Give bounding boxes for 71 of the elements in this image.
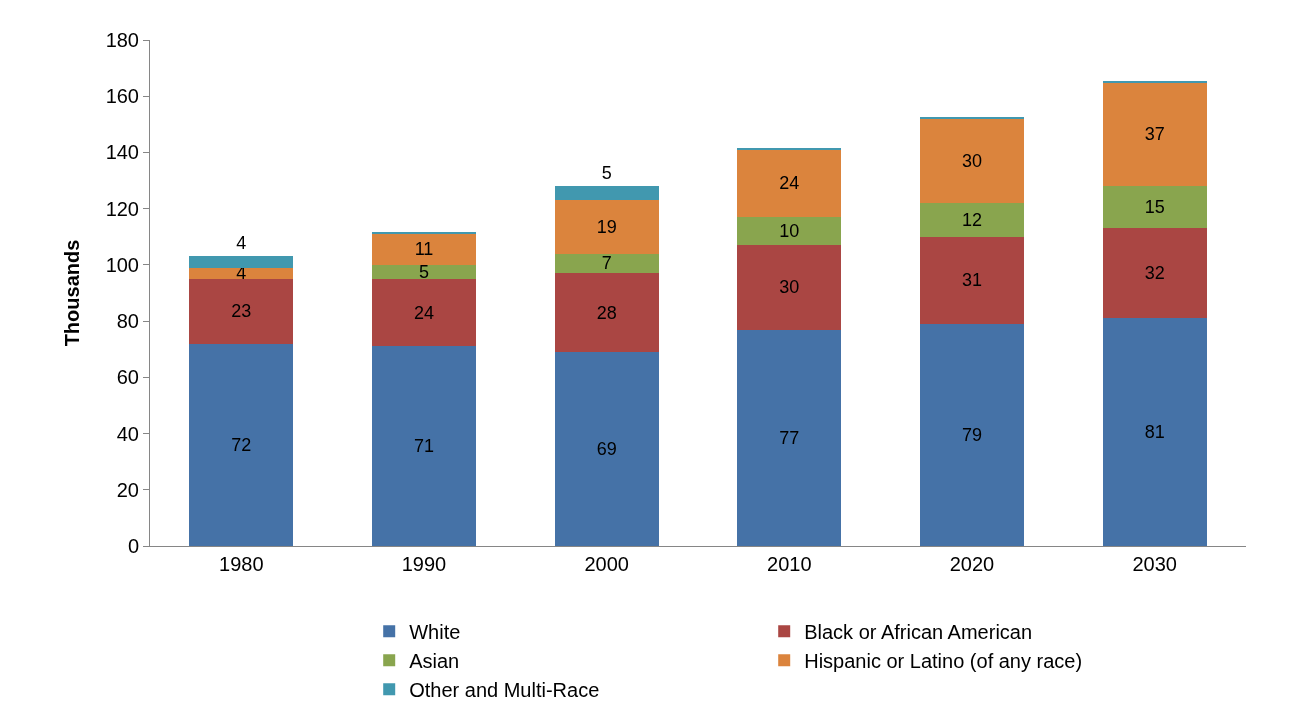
bar bbox=[554, 352, 659, 546]
y-tick-label: 140 bbox=[105, 141, 139, 164]
y-axis-title: Thousands bbox=[61, 239, 84, 347]
x-tick-label: 2000 bbox=[584, 553, 629, 575]
data-label: 12 bbox=[961, 209, 983, 230]
y-tick-label: 160 bbox=[105, 85, 139, 108]
bar bbox=[1102, 186, 1207, 229]
y-tick-label: 40 bbox=[116, 422, 139, 445]
data-label: 28 bbox=[596, 302, 617, 323]
y-tick-label: 0 bbox=[127, 535, 139, 557]
x-tick-label: 2010 bbox=[767, 553, 812, 575]
data-label: 15 bbox=[1144, 197, 1165, 218]
data-label: 32 bbox=[1144, 263, 1165, 284]
bar bbox=[371, 264, 477, 279]
bar bbox=[189, 343, 294, 546]
bar bbox=[554, 186, 659, 201]
x-tick-label: 2020 bbox=[949, 553, 995, 575]
data-label: 4 bbox=[236, 233, 247, 254]
data-label: 37 bbox=[1144, 124, 1165, 145]
data-label: 72 bbox=[231, 434, 252, 455]
data-label: 5 bbox=[418, 261, 430, 282]
data-label: 7 bbox=[601, 253, 612, 274]
data-label: 69 bbox=[596, 439, 617, 460]
x-tick-label: 1980 bbox=[219, 553, 264, 575]
bar bbox=[189, 256, 294, 268]
data-label: 24 bbox=[779, 173, 800, 194]
data-label: 30 bbox=[961, 150, 983, 171]
legend-label: Black or African American bbox=[804, 621, 1033, 644]
y-tick-label: 180 bbox=[105, 29, 139, 51]
legend-label: Asian bbox=[409, 650, 460, 673]
bar bbox=[1102, 318, 1207, 546]
bar bbox=[189, 267, 294, 279]
bar bbox=[189, 278, 294, 344]
y-tick-label: 80 bbox=[116, 310, 139, 333]
data-label: 23 bbox=[231, 301, 252, 322]
bar bbox=[737, 329, 842, 546]
data-label: 10 bbox=[779, 221, 800, 242]
bar bbox=[737, 217, 842, 246]
data-label: 30 bbox=[779, 277, 800, 298]
bar bbox=[919, 236, 1025, 324]
data-label: 5 bbox=[601, 163, 612, 184]
data-label: 24 bbox=[413, 302, 435, 323]
bar bbox=[554, 200, 659, 254]
bar bbox=[919, 203, 1025, 237]
y-tick-label: 60 bbox=[116, 366, 139, 389]
y-tick-label: 120 bbox=[105, 197, 139, 220]
data-label: 11 bbox=[414, 239, 434, 260]
bar bbox=[371, 346, 477, 546]
data-label: 77 bbox=[779, 427, 800, 448]
bar bbox=[371, 278, 477, 347]
bar bbox=[737, 245, 842, 330]
bar bbox=[554, 273, 659, 353]
legend-label: Hispanic or Latino (of any race) bbox=[804, 650, 1083, 673]
bar bbox=[919, 323, 1025, 546]
bar bbox=[1102, 228, 1207, 319]
data-label: 79 bbox=[961, 424, 983, 445]
legend-label: Other and Multi-Race bbox=[409, 679, 600, 702]
data-label: 19 bbox=[596, 216, 617, 237]
y-tick-label: 100 bbox=[105, 253, 139, 276]
bar bbox=[737, 149, 842, 218]
bar bbox=[371, 233, 477, 265]
bar bbox=[1102, 82, 1207, 187]
data-label: 31 bbox=[961, 270, 983, 291]
data-label: 81 bbox=[1144, 422, 1165, 443]
y-tick-label: 20 bbox=[116, 478, 139, 501]
legend-label: White bbox=[409, 621, 461, 644]
x-tick-label: 1990 bbox=[401, 553, 447, 575]
data-label: 71 bbox=[413, 436, 435, 457]
bar bbox=[919, 118, 1025, 204]
x-tick-label: 2030 bbox=[1132, 553, 1177, 575]
bar bbox=[554, 253, 659, 274]
